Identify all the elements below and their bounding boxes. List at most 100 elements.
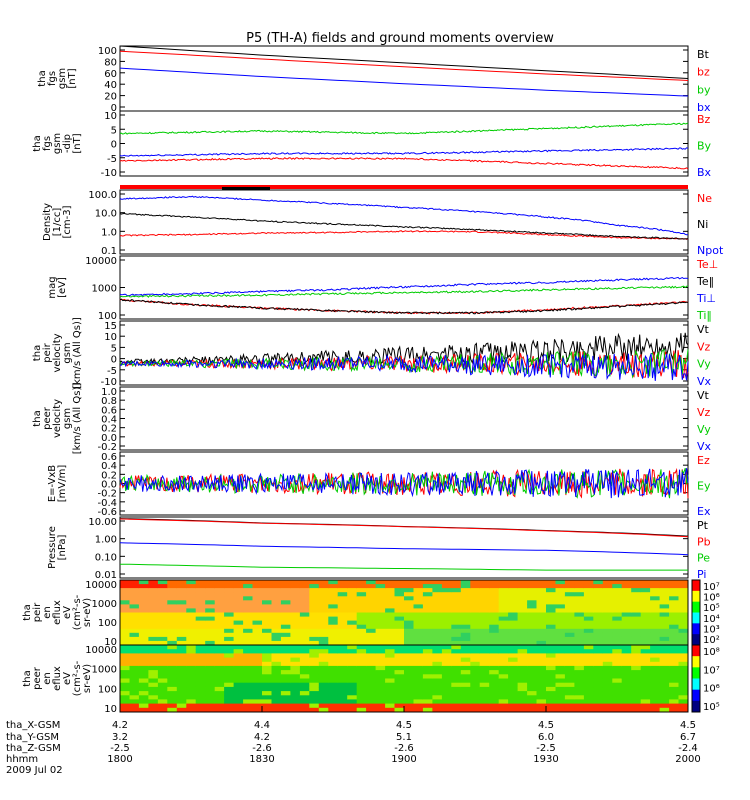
heatmap-cell — [659, 682, 670, 688]
heatmap-cell — [669, 628, 680, 634]
heatmap-cell — [224, 628, 235, 634]
y-axis-label-line: peir — [32, 602, 43, 622]
heatmap-cell — [650, 640, 661, 646]
heatmap-cell — [678, 632, 689, 638]
heatmap-cell — [574, 674, 585, 679]
heatmap-cell — [583, 695, 594, 700]
heatmap-cell — [157, 588, 168, 593]
heatmap-cell — [120, 612, 130, 618]
heatmap-cell — [148, 691, 159, 696]
heatmap-cell — [205, 596, 216, 601]
heatmap-cell — [356, 686, 367, 692]
heatmap-cell — [233, 674, 244, 679]
heatmap-cell — [489, 674, 500, 679]
heatmap-cell — [451, 616, 462, 622]
heatmap-cell — [498, 580, 509, 585]
heatmap-cell — [337, 665, 348, 671]
heatmap-cell — [631, 604, 642, 609]
heatmap-cell — [574, 636, 585, 642]
heatmap-cell — [233, 699, 244, 705]
heatmap-cell — [385, 632, 396, 638]
heatmap-cell — [167, 695, 178, 700]
heatmap-cell — [290, 596, 301, 601]
heatmap-cell — [328, 616, 339, 622]
heatmap-cell — [470, 632, 481, 638]
legend-entry: bx — [697, 101, 711, 114]
y-tick-label: 0.0 — [101, 433, 117, 444]
heatmap-cell — [394, 640, 405, 646]
heatmap-cell — [157, 686, 168, 692]
heatmap-cell — [280, 592, 291, 597]
heatmap-cell — [252, 616, 263, 622]
heatmap-cell — [328, 604, 339, 609]
heatmap-cell — [640, 699, 651, 705]
heatmap-cell — [479, 699, 490, 705]
heatmap-cell — [375, 592, 386, 597]
y-axis-label-line: eflux — [52, 600, 63, 625]
heatmap-cell — [650, 584, 661, 589]
heatmap-cell — [271, 596, 282, 601]
heatmap-cell — [347, 628, 358, 634]
y-axis-label-line: gsm — [52, 133, 63, 154]
y-tick-label: 10 — [104, 332, 117, 343]
legend-entry: by — [697, 83, 711, 96]
heatmap-cell — [157, 616, 168, 622]
heatmap-cell — [555, 682, 566, 688]
heatmap-cell — [375, 604, 386, 609]
colorbar-segment — [692, 678, 700, 691]
heatmap-cell — [555, 596, 566, 601]
y-tick-label: 100.0 — [88, 190, 117, 201]
y-tick-label: 0.4 — [101, 415, 117, 426]
heatmap-cell — [205, 674, 216, 679]
heatmap-cell — [138, 596, 149, 601]
heatmap-cell — [167, 636, 178, 642]
heatmap-cell — [508, 580, 519, 585]
heatmap-cell — [583, 632, 594, 638]
heatmap-cell — [233, 624, 244, 630]
heatmap-cell — [517, 608, 528, 613]
heatmap-cell — [205, 624, 216, 630]
heatmap-cell — [318, 632, 329, 638]
heatmap-cell — [413, 640, 424, 646]
heatmap-cell — [148, 640, 159, 646]
y-tick-label: 20 — [104, 92, 117, 103]
heatmap-cell — [650, 632, 661, 638]
heatmap-cell — [176, 588, 187, 593]
heatmap-cell — [508, 686, 519, 692]
heatmap-cell — [129, 620, 140, 626]
heatmap-cell — [546, 691, 556, 696]
heatmap-cell — [347, 588, 358, 593]
heatmap-cell — [120, 592, 130, 597]
heatmap-cell — [243, 653, 254, 659]
heatmap-cell — [621, 636, 632, 642]
heatmap-cell — [309, 686, 320, 692]
heatmap-cell — [555, 674, 566, 679]
heatmap-cell — [546, 628, 556, 634]
heatmap-cell — [508, 616, 519, 622]
heatmap-cell — [328, 588, 339, 593]
heatmap-cell — [214, 612, 225, 618]
heatmap-cell — [356, 624, 367, 630]
y-tick-label: 0 — [111, 355, 117, 366]
heatmap-cell — [309, 600, 320, 605]
heatmap-cell — [498, 640, 509, 646]
heatmap-cell — [120, 707, 130, 713]
heatmap-cell — [460, 653, 471, 659]
heatmap-cell — [120, 653, 130, 659]
heatmap-cell — [583, 580, 594, 585]
heatmap-cell — [318, 616, 329, 622]
heatmap-cell — [243, 632, 254, 638]
heatmap-cell — [375, 620, 386, 626]
heatmap-cell — [593, 674, 604, 679]
heatmap-cell — [347, 580, 358, 585]
heatmap-cell — [631, 624, 642, 630]
heatmap-cell — [157, 645, 168, 650]
heatmap-cell — [280, 624, 291, 630]
heatmap-cell — [602, 632, 613, 638]
heatmap-cell — [669, 707, 680, 713]
heatmap-cell — [593, 624, 604, 630]
heatmap-cell — [678, 695, 689, 700]
heatmap-cell — [574, 691, 585, 696]
y-axis-label-line: Pressure — [47, 526, 58, 569]
colorbar-segment — [692, 623, 700, 635]
